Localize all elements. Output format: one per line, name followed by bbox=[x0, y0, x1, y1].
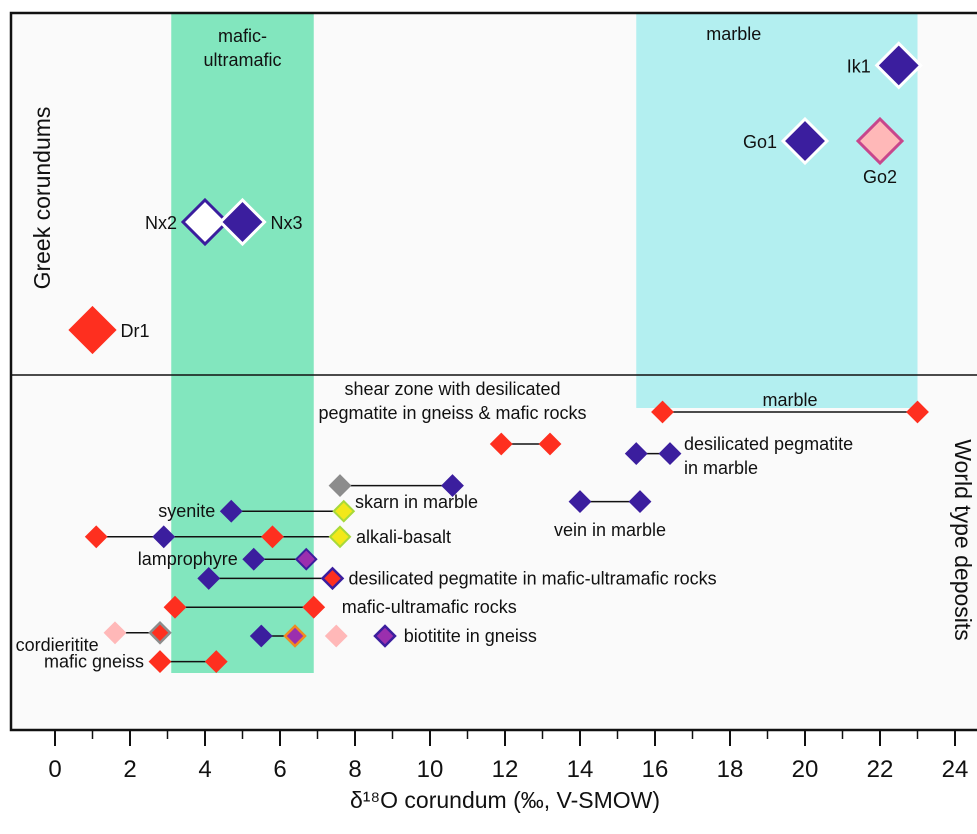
plot-frame bbox=[9, 11, 977, 732]
deposit-label: shear zone with desilicated bbox=[344, 379, 560, 399]
band-marble bbox=[636, 13, 918, 408]
greek-sample-marker bbox=[874, 41, 923, 90]
deposit-marker bbox=[651, 400, 674, 424]
deposit-marker bbox=[320, 566, 345, 591]
deposit-marker bbox=[283, 624, 307, 648]
deposit-label: skarn in marble bbox=[355, 492, 478, 512]
greek-sample-label: Go2 bbox=[863, 167, 897, 187]
deposit-label: cordieritite bbox=[16, 635, 99, 655]
deposit-label: desilicated pegmatite in mafic-ultramafi… bbox=[349, 568, 717, 588]
panel-label-world: World type deposits bbox=[950, 439, 976, 641]
x-tick-label: 8 bbox=[348, 756, 361, 783]
greek-sample-label: Go1 bbox=[743, 132, 777, 152]
deposit-label: vein in marble bbox=[554, 520, 666, 540]
deposit-marker bbox=[242, 547, 266, 571]
deposit-marker bbox=[204, 650, 228, 674]
band-label: mafic- bbox=[218, 26, 267, 46]
x-tick-label: 14 bbox=[567, 756, 594, 783]
greek-sample-marker bbox=[780, 116, 830, 166]
deposit-marker bbox=[658, 442, 682, 466]
deposit-marker bbox=[324, 624, 348, 648]
deposit-marker bbox=[103, 621, 127, 645]
deposit-label: mafic-ultramafic rocks bbox=[342, 597, 517, 617]
greek-sample-marker bbox=[68, 305, 117, 355]
deposit-marker bbox=[906, 400, 929, 424]
greek-sample-label: Dr1 bbox=[121, 321, 150, 341]
greek-sample-marker bbox=[180, 197, 230, 247]
deposit-marker bbox=[328, 525, 352, 549]
x-tick-label: 22 bbox=[867, 756, 894, 783]
x-axis-title: δ¹⁸O corundum (‰, V-SMOW) bbox=[350, 787, 660, 813]
deposit-marker bbox=[249, 624, 273, 648]
deposit-marker bbox=[261, 525, 284, 549]
deposit-marker bbox=[148, 621, 172, 645]
panel-label-greek: Greek corundums bbox=[29, 107, 55, 290]
x-tick-label: 2 bbox=[123, 756, 136, 783]
deposit-marker bbox=[373, 624, 397, 648]
greek-sample-marker bbox=[855, 116, 905, 166]
deposit-marker bbox=[328, 474, 352, 498]
greek-sample-label: Ik1 bbox=[847, 56, 871, 76]
deposit-marker bbox=[294, 547, 318, 571]
deposit-marker bbox=[332, 499, 356, 523]
x-tick-label: 6 bbox=[273, 756, 286, 783]
deposit-marker bbox=[148, 650, 172, 674]
x-tick-label: 16 bbox=[642, 756, 669, 783]
deposit-label: alkali-basalt bbox=[356, 527, 451, 547]
x-tick-label: 12 bbox=[492, 756, 519, 783]
deposit-marker bbox=[163, 595, 187, 619]
x-tick-label: 18 bbox=[717, 756, 744, 783]
band-label: ultramafic bbox=[203, 50, 281, 70]
deposit-marker bbox=[628, 490, 652, 514]
deposit-marker bbox=[538, 432, 562, 456]
deposit-marker bbox=[152, 525, 176, 549]
greek-sample-label: Nx3 bbox=[271, 213, 303, 233]
band-mafic-ultramafic bbox=[171, 13, 314, 673]
deposit-marker bbox=[197, 566, 221, 590]
x-tick-label: 10 bbox=[417, 756, 444, 783]
greek-sample-marker bbox=[218, 197, 267, 247]
deposit-marker bbox=[624, 442, 648, 466]
deposit-marker bbox=[489, 432, 513, 456]
band-label: marble bbox=[706, 24, 761, 44]
deposit-label: lamprophyre bbox=[138, 549, 238, 569]
deposit-marker bbox=[302, 595, 326, 619]
x-tick-label: 24 bbox=[942, 756, 969, 783]
deposit-label: in marble bbox=[684, 458, 758, 478]
x-tick-label: 0 bbox=[48, 756, 61, 783]
x-tick-label: 4 bbox=[198, 756, 211, 783]
greek-sample-label: Nx2 bbox=[145, 213, 177, 233]
deposit-marker bbox=[441, 474, 464, 498]
deposit-label: syenite bbox=[158, 501, 215, 521]
deposit-label: desilicated pegmatite bbox=[684, 434, 853, 454]
deposit-marker bbox=[84, 525, 108, 549]
deposit-marker bbox=[219, 499, 243, 523]
deposit-label: marble bbox=[762, 390, 817, 410]
x-tick-label: 20 bbox=[792, 756, 819, 783]
deposit-label: biotitite in gneiss bbox=[404, 626, 537, 646]
deposit-marker bbox=[568, 490, 592, 514]
deposit-label: pegmatite in gneiss & mafic rocks bbox=[318, 403, 586, 423]
deposit-label: mafic gneiss bbox=[44, 652, 144, 672]
